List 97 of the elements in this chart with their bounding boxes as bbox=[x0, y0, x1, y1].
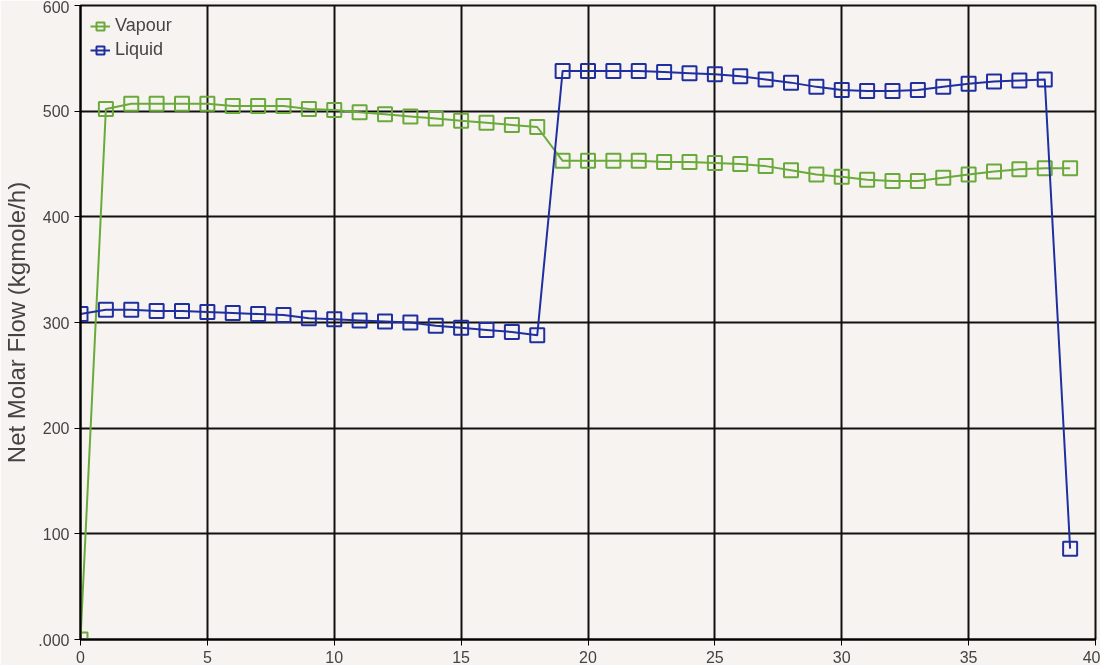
point bbox=[681, 153, 698, 170]
point bbox=[706, 66, 723, 83]
point bbox=[808, 78, 825, 95]
point bbox=[123, 95, 140, 112]
point bbox=[1011, 72, 1028, 89]
point bbox=[1062, 160, 1079, 177]
point bbox=[326, 311, 343, 328]
point bbox=[656, 153, 673, 170]
point bbox=[478, 114, 495, 131]
point bbox=[275, 307, 292, 324]
point bbox=[1062, 540, 1079, 557]
point bbox=[377, 313, 393, 330]
point bbox=[909, 172, 926, 189]
point bbox=[275, 97, 292, 114]
point bbox=[580, 63, 596, 80]
x-tick-label: 5 bbox=[202, 648, 212, 666]
point bbox=[199, 303, 216, 320]
point bbox=[97, 101, 114, 118]
x-tick-label: 15 bbox=[452, 648, 471, 666]
point bbox=[174, 302, 190, 319]
point bbox=[732, 68, 749, 85]
x-tick-label: 25 bbox=[705, 648, 724, 666]
point bbox=[757, 71, 774, 88]
point bbox=[884, 83, 901, 100]
point bbox=[580, 152, 596, 169]
point bbox=[1011, 161, 1028, 178]
x-tick-label: 35 bbox=[959, 648, 978, 666]
point bbox=[986, 163, 1002, 180]
point bbox=[529, 327, 546, 344]
point bbox=[351, 104, 368, 121]
point bbox=[478, 321, 495, 338]
point bbox=[427, 110, 444, 127]
point bbox=[300, 310, 317, 327]
point bbox=[503, 116, 520, 133]
point bbox=[174, 95, 190, 112]
point bbox=[960, 166, 977, 183]
point bbox=[605, 152, 622, 169]
point bbox=[757, 158, 774, 175]
y-tick-label: 100 bbox=[42, 525, 70, 543]
point bbox=[97, 301, 114, 318]
point bbox=[503, 324, 520, 341]
point bbox=[224, 97, 241, 114]
y-tick-label: .000 bbox=[38, 631, 70, 649]
point bbox=[783, 74, 799, 91]
x-tick-label: 10 bbox=[325, 648, 344, 666]
point bbox=[656, 64, 673, 81]
point bbox=[808, 166, 825, 183]
point bbox=[605, 63, 622, 80]
point bbox=[935, 169, 952, 186]
y-tick-label: 600 bbox=[42, 0, 70, 16]
x-tick-label: 30 bbox=[832, 648, 851, 666]
point bbox=[681, 65, 698, 82]
y-tick-label: 400 bbox=[42, 208, 70, 226]
point bbox=[859, 171, 876, 188]
x-tick-label: 40 bbox=[1082, 648, 1101, 666]
point bbox=[783, 162, 799, 179]
point bbox=[554, 152, 571, 169]
point bbox=[1036, 71, 1053, 88]
point bbox=[935, 78, 952, 95]
y-tick-label: 300 bbox=[42, 314, 70, 332]
point bbox=[250, 97, 267, 114]
point bbox=[402, 108, 419, 125]
point bbox=[250, 306, 267, 323]
point bbox=[199, 95, 216, 112]
point bbox=[630, 63, 647, 80]
point bbox=[224, 304, 241, 321]
y-tick-label: 200 bbox=[42, 420, 70, 438]
x-tick-label: 20 bbox=[579, 648, 597, 666]
point bbox=[986, 73, 1002, 90]
x-tick-label: 0 bbox=[76, 648, 86, 666]
point bbox=[554, 63, 571, 80]
point bbox=[148, 302, 165, 319]
point bbox=[732, 156, 749, 172]
point bbox=[402, 314, 419, 331]
point bbox=[300, 101, 317, 118]
point bbox=[884, 172, 901, 189]
legend-label: Vapour bbox=[115, 15, 172, 36]
point bbox=[1036, 160, 1053, 177]
point bbox=[351, 312, 368, 329]
point bbox=[427, 317, 444, 334]
point bbox=[706, 154, 723, 171]
point bbox=[123, 301, 140, 318]
point bbox=[377, 106, 393, 123]
point bbox=[909, 82, 926, 99]
point bbox=[326, 102, 343, 119]
point bbox=[529, 119, 546, 136]
point bbox=[833, 82, 850, 99]
point bbox=[859, 83, 876, 100]
point bbox=[833, 168, 850, 185]
y-tick-label: 500 bbox=[42, 103, 70, 121]
point bbox=[453, 112, 470, 129]
y-axis-title: Net Molar Flow (kgmole/h) bbox=[3, 181, 31, 464]
point bbox=[960, 75, 977, 92]
point bbox=[148, 95, 165, 112]
point bbox=[453, 319, 470, 336]
point bbox=[630, 152, 647, 169]
legend-label: Liquid bbox=[115, 39, 164, 60]
